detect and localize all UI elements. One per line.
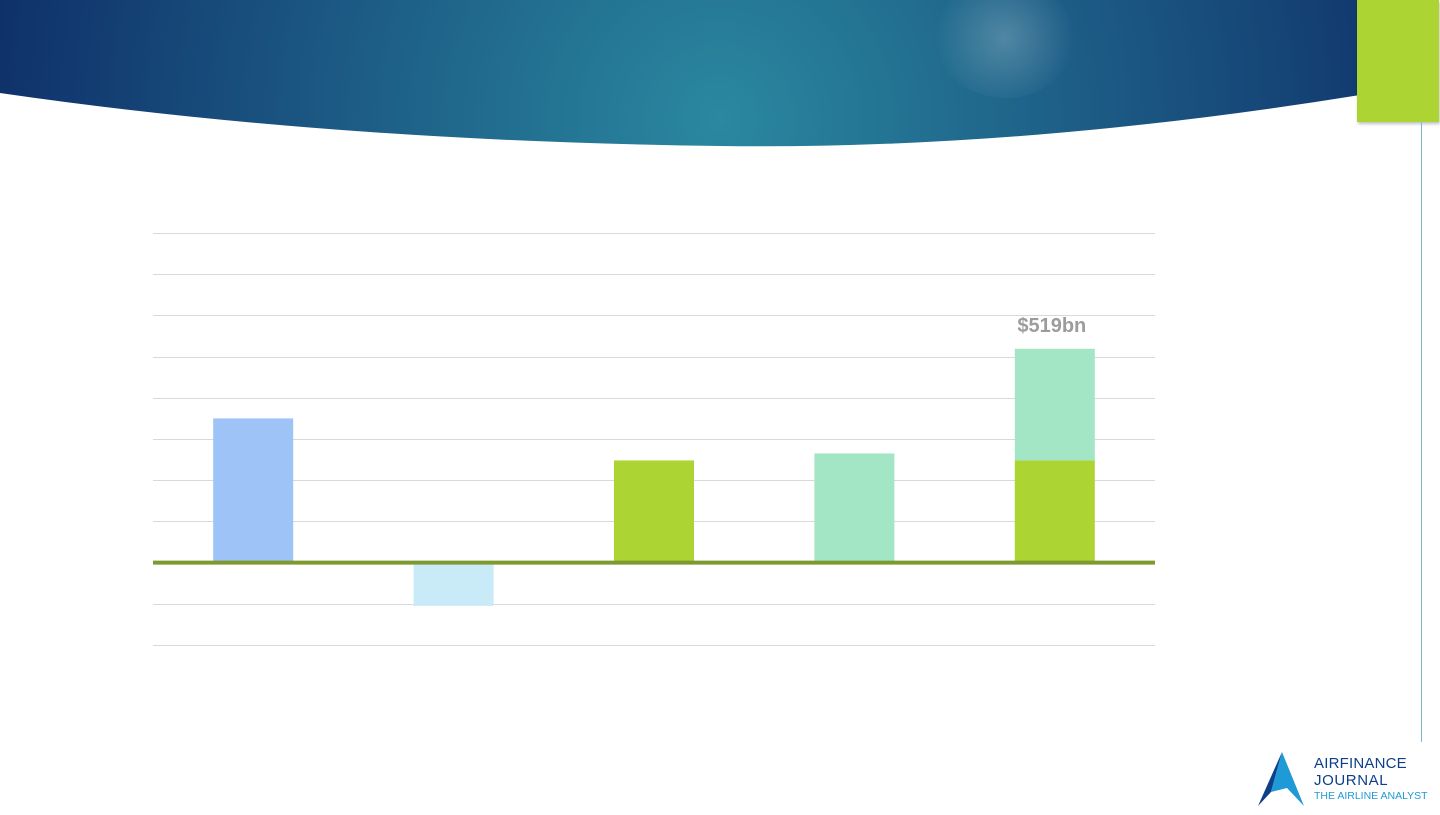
right-divider [1421, 122, 1422, 742]
bar-segment [814, 453, 895, 563]
bar-total-label: $519bn [1017, 315, 1086, 337]
bar-segment [1014, 348, 1095, 461]
logo-journal: JOURNAL [1314, 772, 1389, 789]
logo-tagline: THE AIRLINE ANALYST [1314, 790, 1428, 802]
bar-segment [1014, 460, 1095, 563]
banner-glow [935, 0, 1075, 98]
accent-tab [1357, 0, 1439, 122]
header-banner [0, 0, 1360, 147]
bar-segment [213, 418, 294, 563]
airfinance-logo: AIRFINANCE JOURNAL THE AIRLINE ANALYST [1256, 750, 1440, 810]
airfinance-logo-icon [1258, 752, 1304, 806]
bar-segment [614, 460, 694, 563]
logo-name: AIRFINANCE [1314, 755, 1407, 772]
bar-segment [413, 562, 494, 606]
